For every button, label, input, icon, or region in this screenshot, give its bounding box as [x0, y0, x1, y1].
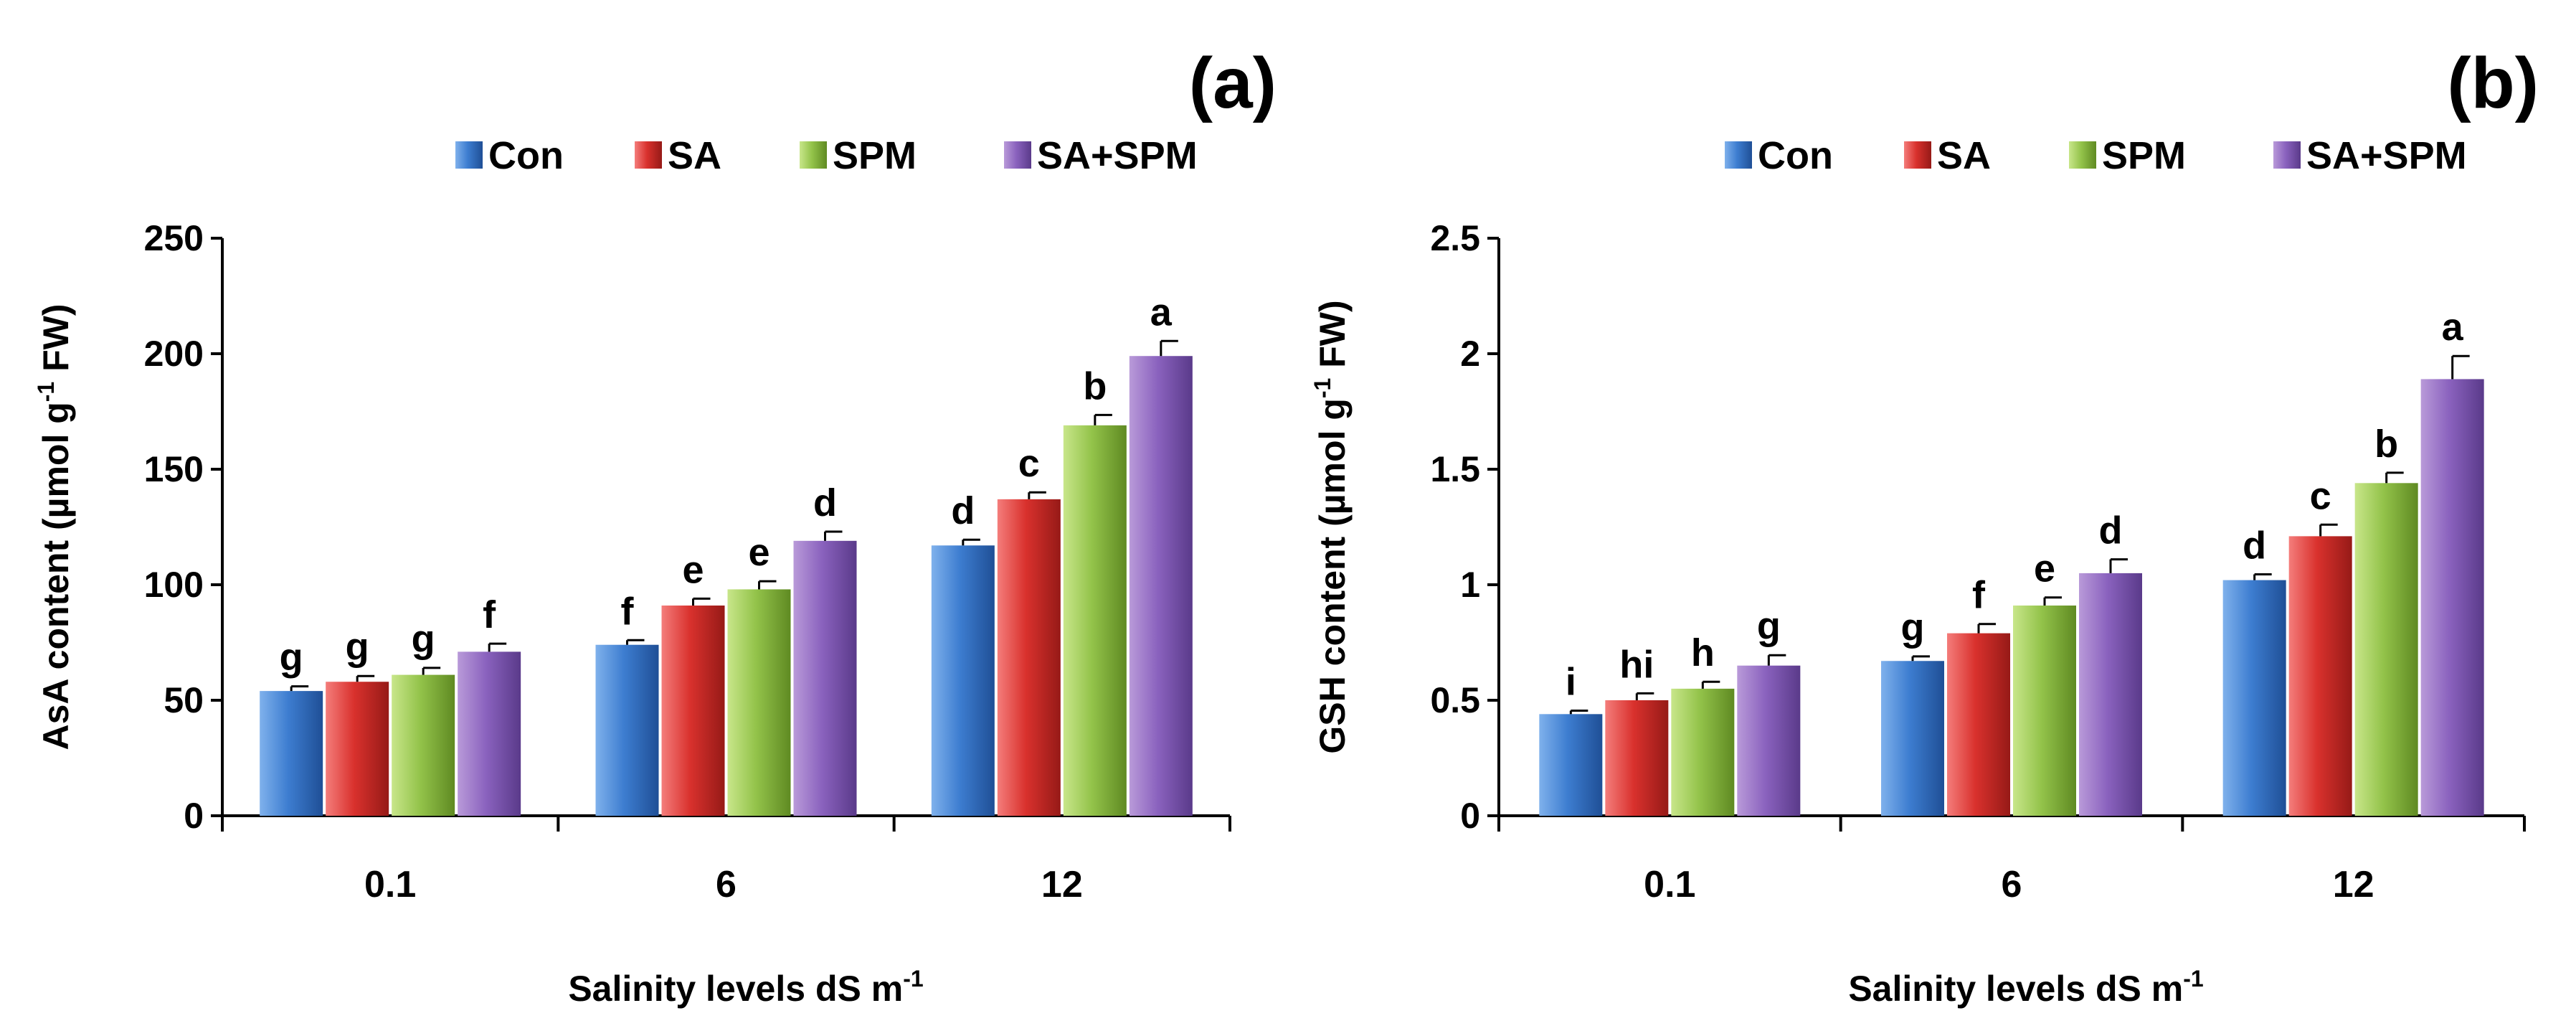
y-tick-label: 150 [144, 449, 204, 489]
significance-letter: g [412, 618, 435, 661]
y-axis-title: GSH content (µmol g-1 FW) [1310, 300, 1353, 753]
significance-letter: h [1691, 631, 1715, 674]
y-tick-label: 0 [184, 796, 204, 836]
y-axis-title: AsA content (µmol g-1 FW) [33, 303, 76, 750]
bar-sa-0-1 [1605, 700, 1669, 816]
significance-letter: b [1083, 364, 1107, 408]
legend-swatch-sa [635, 141, 662, 169]
x-tick-label: 0.1 [1644, 864, 1695, 905]
significance-letter: c [2310, 474, 2331, 517]
bar-sa-0-1 [326, 682, 389, 816]
bar-spm-12 [2354, 483, 2418, 816]
legend-swatch-con [1725, 141, 1752, 169]
legend-swatch-spm [2069, 141, 2096, 169]
y-tick-label: 1 [1460, 565, 1480, 605]
panel-a-label: (a) [1189, 43, 1277, 123]
significance-letter: g [346, 626, 369, 669]
legend-item-con: Con [1725, 134, 1833, 177]
significance-letter: g [1757, 605, 1781, 648]
legend-item-spm: SPM [2069, 134, 2186, 177]
y-tick-label: 2.5 [1430, 218, 1480, 258]
legend-swatch-con [455, 141, 483, 169]
legend-swatch-spm [800, 141, 827, 169]
legend-swatch-sa-spm [1004, 141, 1031, 169]
panel-b-label: (b) [2447, 43, 2539, 123]
legend-label-spm: SPM [2102, 134, 2186, 177]
significance-letter: g [1901, 606, 1925, 649]
x-tick-label: 12 [1041, 864, 1083, 905]
significance-letter: i [1566, 660, 1576, 703]
significance-letter: e [682, 548, 704, 591]
bar-con-0-1 [260, 691, 323, 816]
significance-letter: d [2243, 524, 2266, 568]
bar-sa-spm-0-1 [1737, 665, 1801, 816]
bar-con-12 [931, 545, 995, 816]
legend-item-sa-spm: SA+SPM [1004, 134, 1198, 177]
bar-sa-6 [1947, 633, 2010, 816]
bar-spm-0-1 [1671, 688, 1735, 816]
legend-label-sa-spm: SA+SPM [1037, 134, 1198, 177]
significance-letter: d [951, 489, 975, 532]
y-tick-label: 1.5 [1430, 449, 1480, 489]
significance-letter: g [280, 636, 303, 679]
significance-letter: b [2374, 423, 2398, 466]
legend-label-spm: SPM [833, 134, 917, 177]
significance-letter: e [2034, 547, 2055, 590]
legend-swatch-sa-spm [2273, 141, 2301, 169]
significance-letter: a [1150, 291, 1173, 334]
legend-item-spm: SPM [800, 134, 917, 177]
x-tick-label: 6 [716, 864, 737, 905]
bar-sa-12 [997, 499, 1061, 816]
bar-sa-spm-0-1 [458, 651, 521, 816]
bar-sa-spm-12 [2420, 379, 2484, 816]
x-tick-label: 0.1 [364, 864, 416, 905]
legend-label-con: Con [1758, 134, 1833, 177]
x-tick-label: 6 [2002, 864, 2022, 905]
y-tick-label: 250 [144, 218, 204, 258]
bar-con-0-1 [1539, 714, 1603, 816]
legend-item-sa-spm: SA+SPM [2273, 134, 2467, 177]
y-tick-label: 0.5 [1430, 680, 1480, 720]
bar-sa-12 [2288, 536, 2352, 816]
significance-letter: c [1018, 442, 1040, 485]
x-axis-title: Salinity levels dS m-1 [568, 966, 923, 1009]
bar-sa-spm-6 [2079, 573, 2142, 816]
legend-label-con: Con [488, 134, 564, 177]
legend-label-sa-spm: SA+SPM [2306, 134, 2467, 177]
significance-letter: e [748, 531, 770, 574]
bar-sa-spm-12 [1129, 356, 1193, 816]
significance-letter: d [2099, 509, 2123, 552]
legend-label-sa: SA [1937, 134, 1991, 177]
bar-con-12 [2222, 580, 2286, 816]
y-tick-label: 200 [144, 334, 204, 374]
bar-con-6 [1881, 661, 1944, 816]
significance-letter: d [813, 481, 837, 524]
significance-letter: f [621, 590, 635, 633]
bar-spm-0-1 [392, 674, 455, 816]
significance-letter: a [2442, 306, 2464, 349]
bar-spm-6 [727, 589, 791, 816]
legend-item-sa: SA [635, 134, 721, 177]
bar-sa-spm-6 [793, 540, 857, 816]
legend-swatch-sa [1904, 141, 1931, 169]
x-axis-title: Salinity levels dS m-1 [1848, 966, 2203, 1009]
bar-sa-6 [661, 605, 725, 816]
legend-label-sa: SA [668, 134, 721, 177]
bar-spm-6 [2013, 605, 2076, 816]
x-tick-label: 12 [2333, 864, 2374, 905]
y-tick-label: 0 [1460, 796, 1480, 836]
legend-item-sa: SA [1904, 134, 1991, 177]
significance-letter: f [1972, 574, 1986, 617]
legend-item-con: Con [455, 134, 564, 177]
y-tick-label: 50 [164, 680, 204, 720]
significance-letter: f [483, 593, 496, 636]
y-tick-label: 100 [144, 565, 204, 605]
bar-con-6 [595, 644, 659, 816]
bar-spm-12 [1063, 425, 1127, 816]
y-tick-label: 2 [1460, 334, 1480, 374]
significance-letter: hi [1619, 643, 1654, 686]
